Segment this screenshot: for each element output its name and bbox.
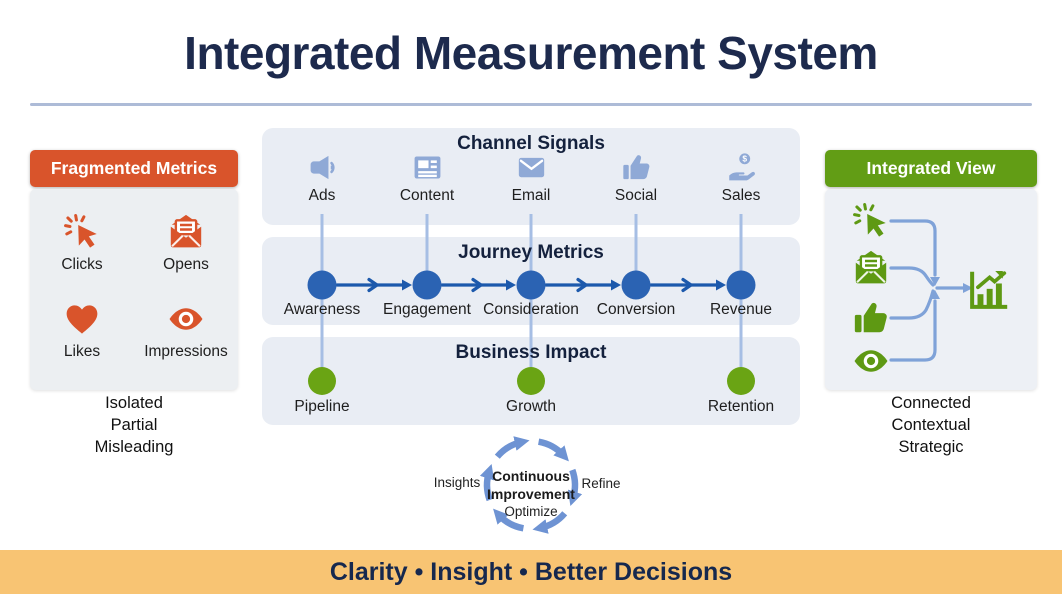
- journey-metrics-title: Journey Metrics: [458, 242, 604, 263]
- cursor-click-icon: [64, 214, 97, 248]
- fragmented-metrics-panel: Clicks Opens Likes Impressions: [30, 189, 238, 390]
- summary-line: Partial: [110, 416, 158, 435]
- footer-text: Clarity • Insight • Better Decisions: [329, 557, 733, 586]
- outcome-pipeline: Pipeline: [294, 398, 350, 415]
- thumbs-up-icon: [622, 155, 649, 180]
- metric-label: Likes: [63, 343, 101, 360]
- fragmented-metrics-header: Fragmented Metrics: [30, 150, 238, 187]
- outcome-retention: Retention: [707, 398, 775, 415]
- thumbs-up-icon: [854, 302, 887, 333]
- metric-likes: Likes: [63, 300, 101, 361]
- envelope-icon: [518, 157, 544, 178]
- channel-label: Email: [511, 187, 551, 204]
- channel-label: Ads: [308, 187, 336, 204]
- metric-clicks: Clicks: [61, 213, 103, 274]
- integrated-source-impressions: [852, 342, 890, 380]
- channel-label: Social: [614, 187, 658, 204]
- stage-consideration: Consideration: [483, 301, 579, 318]
- channel-label: Content: [399, 187, 455, 204]
- summary-line: Strategic: [898, 438, 964, 457]
- metric-opens: Opens: [163, 213, 209, 274]
- cycle-arrows-icon: [479, 436, 583, 534]
- cursor-click-icon: [853, 203, 886, 237]
- continuous-improvement-cycle: Continuous Improvement Insights Refine O…: [426, 428, 636, 546]
- stage-engagement: Engagement: [383, 301, 471, 318]
- channel-ads: Ads: [270, 152, 374, 205]
- fragmented-summary: Isolated Partial Misleading: [30, 392, 238, 458]
- footer-banner: Clarity • Insight • Better Decisions: [0, 550, 1062, 594]
- open-envelope-icon: [170, 214, 202, 248]
- open-envelope-icon: [855, 250, 887, 284]
- heart-icon: [66, 305, 98, 334]
- eye-icon: [854, 350, 888, 372]
- channel-sales: $ Sales: [689, 152, 793, 205]
- integrated-summary: Connected Contextual Strategic: [825, 392, 1037, 458]
- metric-label: Clicks: [61, 256, 103, 273]
- stage-conversion: Conversion: [596, 301, 676, 318]
- summary-line: Contextual: [891, 416, 971, 435]
- title-divider: [30, 103, 1032, 106]
- page-title: Integrated Measurement System: [184, 27, 878, 79]
- metric-label: Opens: [163, 256, 209, 273]
- channel-content: Content: [375, 152, 479, 205]
- integrated-result: [966, 267, 1012, 313]
- summary-line: Connected: [891, 394, 971, 412]
- newspaper-icon: [414, 156, 440, 179]
- integrated-source-clicks: [852, 202, 890, 240]
- hand-dollar-icon: $: [728, 153, 755, 181]
- integrated-source-opens: [852, 249, 890, 287]
- metric-label: Impressions: [144, 343, 228, 360]
- cycle-label-optimize: Optimize: [504, 504, 558, 519]
- cycle-label-insights: Insights: [433, 475, 481, 490]
- metric-impressions: Impressions: [144, 300, 228, 361]
- growth-chart-icon: [970, 271, 1008, 309]
- integrated-source-social: [852, 299, 890, 337]
- integrated-view-header: Integrated View: [825, 150, 1037, 187]
- stage-revenue: Revenue: [709, 301, 773, 318]
- business-impact-title: Business Impact: [455, 342, 607, 363]
- summary-line: Misleading: [94, 438, 174, 457]
- megaphone-icon: [310, 155, 335, 180]
- svg-text:$: $: [742, 154, 747, 164]
- summary-line: Isolated: [105, 394, 163, 412]
- cycle-center-text: Continuous Improvement: [487, 468, 575, 502]
- outcome-growth: Growth: [506, 398, 556, 415]
- channel-label: Sales: [721, 187, 761, 204]
- channel-email: Email: [479, 152, 583, 205]
- eye-icon: [169, 308, 203, 330]
- cycle-label-refine: Refine: [581, 476, 621, 491]
- channel-social: Social: [584, 152, 688, 205]
- stage-awareness: Awareness: [283, 301, 361, 318]
- channel-signals-title: Channel Signals: [457, 133, 605, 154]
